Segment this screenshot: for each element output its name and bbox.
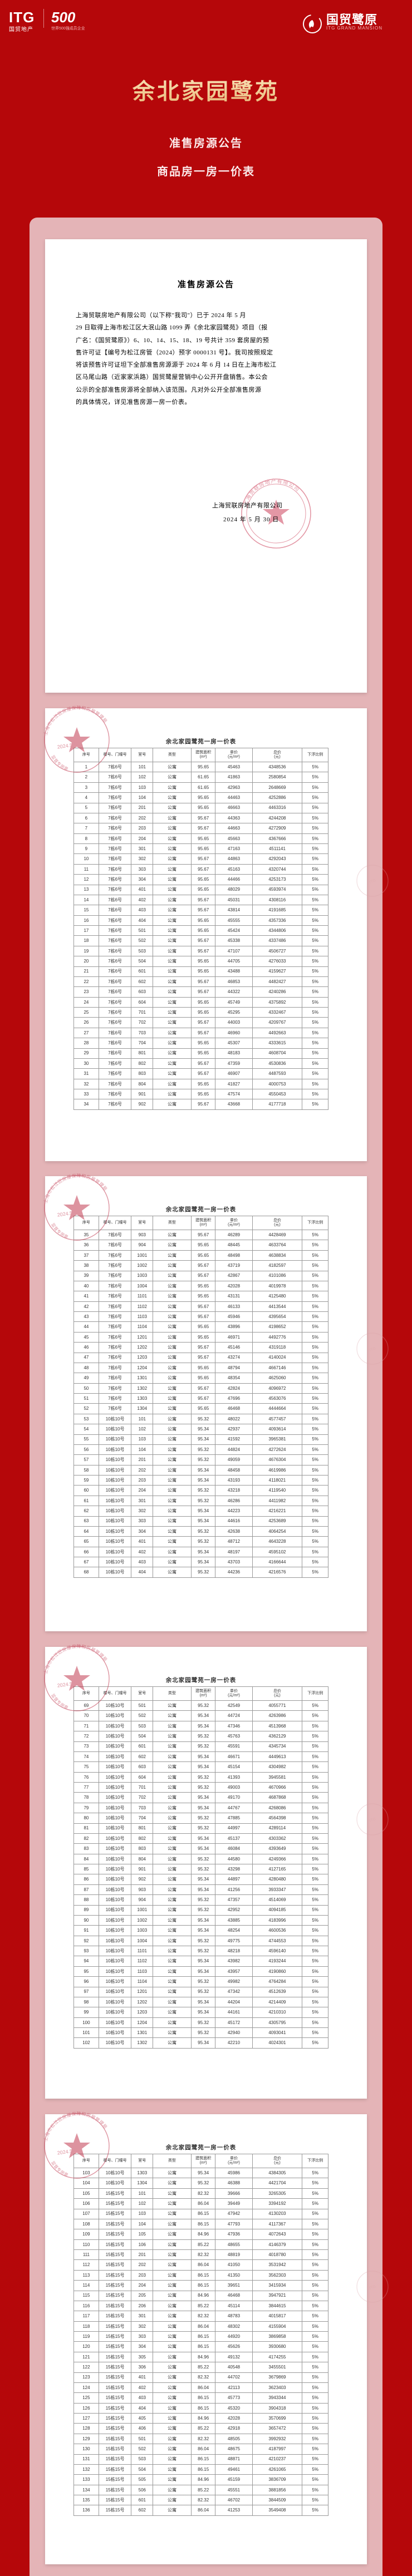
svg-text:监督专用章: 监督专用章 [50, 2160, 69, 2178]
svg-text:监督专用章: 监督专用章 [50, 754, 69, 772]
svg-text:上海市松江区房屋保障和房屋管理局: 上海市松江区房屋保障和房屋管理局 [43, 1644, 108, 1675]
svg-text:监督专用章: 监督专用章 [50, 1692, 69, 1710]
svg-text:监督专用章: 监督专用章 [50, 1222, 69, 1240]
svg-text:上海市松江区房屋保障和房屋管理局: 上海市松江区房屋保障和房屋管理局 [43, 705, 108, 736]
svg-text:上海市松江区房屋保障和房屋管理局: 上海市松江区房屋保障和房屋管理局 [43, 2111, 108, 2142]
svg-text:上海市松江区房屋保障和房屋管理局: 上海市松江区房屋保障和房屋管理局 [43, 1173, 108, 1204]
